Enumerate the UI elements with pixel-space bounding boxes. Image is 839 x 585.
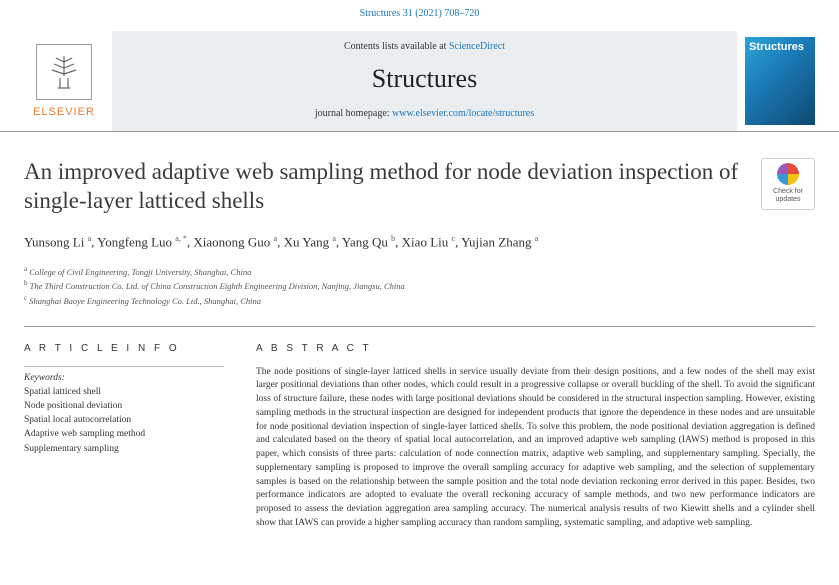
keywords-list: Spatial latticed shellNode positional de… bbox=[24, 385, 224, 456]
info-abstract-row: A R T I C L E I N F O Keywords: Spatial … bbox=[24, 343, 815, 531]
contents-available-line: Contents lists available at ScienceDirec… bbox=[124, 41, 725, 52]
check-updates-label: Check for updates bbox=[773, 188, 803, 203]
title-row: An improved adaptive web sampling method… bbox=[24, 158, 815, 216]
abstract-heading: A B S T R A C T bbox=[256, 343, 815, 354]
abstract-column: A B S T R A C T The node positions of si… bbox=[256, 343, 815, 531]
homepage-prefix: journal homepage: bbox=[315, 108, 392, 119]
publisher-name: ELSEVIER bbox=[33, 106, 95, 118]
check-updates-badge[interactable]: Check for updates bbox=[761, 158, 815, 210]
sciencedirect-link[interactable]: ScienceDirect bbox=[449, 41, 505, 52]
article-info-heading: A R T I C L E I N F O bbox=[24, 343, 224, 354]
article-content: An improved adaptive web sampling method… bbox=[0, 158, 839, 531]
crossmark-icon bbox=[777, 163, 799, 185]
contents-prefix: Contents lists available at bbox=[344, 41, 449, 52]
article-title: An improved adaptive web sampling method… bbox=[24, 158, 745, 216]
affiliation-c: c Shanghai Baoye Engineering Technology … bbox=[24, 293, 815, 308]
citation-line: Structures 31 (2021) 708–720 bbox=[0, 0, 839, 31]
section-divider bbox=[24, 326, 815, 327]
authors-line: Yunsong Li a, Yongfeng Luo a, *, Xiaonon… bbox=[24, 234, 815, 250]
keyword-item: Adaptive web sampling method bbox=[24, 427, 224, 441]
affiliations: a College of Civil Engineering, Tongji U… bbox=[24, 264, 815, 308]
homepage-link[interactable]: www.elsevier.com/locate/structures bbox=[392, 108, 534, 119]
article-info-column: A R T I C L E I N F O Keywords: Spatial … bbox=[24, 343, 224, 531]
keywords-label: Keywords: bbox=[24, 373, 224, 383]
keyword-item: Node positional deviation bbox=[24, 399, 224, 413]
keyword-item: Spatial latticed shell bbox=[24, 385, 224, 399]
abstract-text: The node positions of single-layer latti… bbox=[256, 366, 815, 531]
keyword-item: Supplementary sampling bbox=[24, 442, 224, 456]
keyword-item: Spatial local autocorrelation bbox=[24, 413, 224, 427]
info-divider bbox=[24, 366, 224, 367]
cover-box: Structures bbox=[745, 37, 815, 125]
affiliation-a: a College of Civil Engineering, Tongji U… bbox=[24, 264, 815, 279]
journal-header: ELSEVIER Contents lists available at Sci… bbox=[0, 31, 839, 132]
journal-cover: Structures bbox=[745, 31, 815, 131]
journal-center-panel: Contents lists available at ScienceDirec… bbox=[112, 31, 737, 131]
homepage-line: journal homepage: www.elsevier.com/locat… bbox=[124, 108, 725, 119]
journal-name: Structures bbox=[124, 64, 725, 94]
affiliation-b: b The Third Construction Co. Ltd. of Chi… bbox=[24, 278, 815, 293]
publisher-logo: ELSEVIER bbox=[24, 31, 104, 131]
elsevier-tree-icon bbox=[36, 44, 92, 100]
cover-label: Structures bbox=[749, 41, 804, 53]
